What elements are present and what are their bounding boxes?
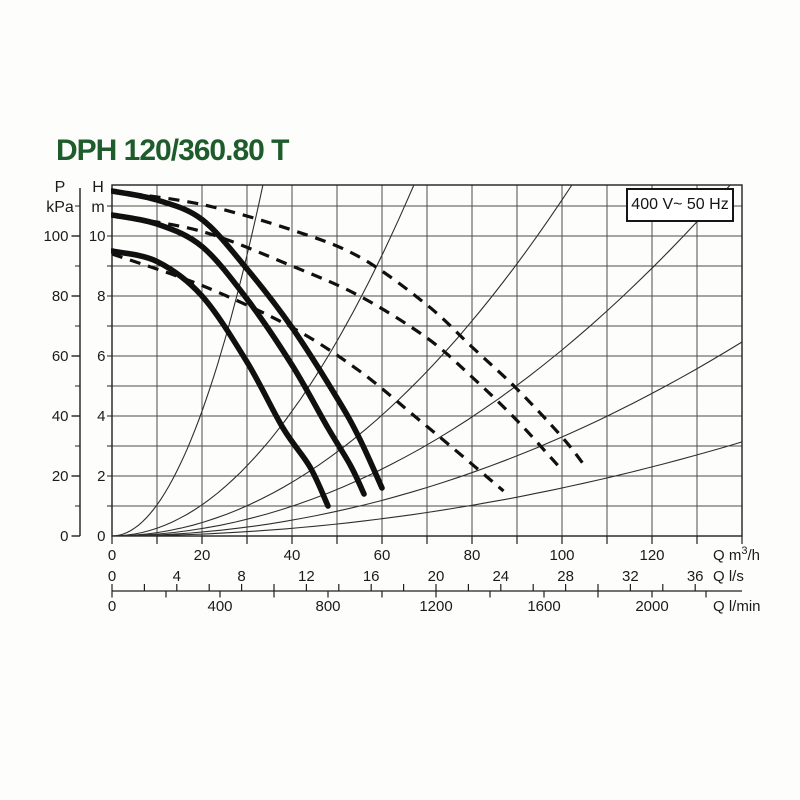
system-curve-6 — [111, 441, 743, 537]
flow-lmin-tick-label: 1200 — [419, 598, 452, 615]
pump-speed-2 — [111, 212, 367, 497]
pressure-axis-title: P — [55, 179, 66, 196]
pump-speed-1 — [111, 248, 331, 509]
parallel-speed-3 — [111, 189, 586, 467]
pressure-tick-label: 0 — [60, 528, 68, 545]
flow-m3h-tick-label: 0 — [108, 547, 116, 564]
voltage-frequency-badge: 400 V~ 50 Hz — [626, 188, 734, 222]
head-tick-label: 6 — [97, 348, 105, 365]
axes — [71, 184, 743, 598]
flow-lmin-tick-label: 800 — [315, 598, 340, 615]
flow-lmin-tick-label: 2000 — [635, 598, 668, 615]
system-curve-5 — [111, 341, 743, 537]
pressure-tick-label: 100 — [43, 228, 68, 245]
flow-ls-tick-label: 8 — [237, 568, 245, 585]
pump-speed-3 — [111, 188, 385, 491]
parallel-speed-1 — [111, 252, 505, 493]
flow-ls-unit-label: Q l/s — [713, 568, 744, 585]
head-axis-title: H — [92, 179, 104, 196]
flow-ls-tick-label: 36 — [687, 568, 704, 585]
pressure-tick-label: 80 — [52, 288, 69, 305]
pressure-tick-label: 60 — [52, 348, 69, 365]
pump-curves — [111, 188, 385, 509]
page-title: DPH 120/360.80 T — [56, 134, 289, 167]
head-tick-label: 4 — [97, 408, 105, 425]
pressure-tick-label: 40 — [52, 408, 69, 425]
system-curve-4 — [111, 184, 731, 537]
grid — [107, 185, 742, 536]
flow-ls-tick-label: 28 — [557, 568, 574, 585]
system-curve-1 — [111, 184, 264, 537]
parallel-pump-curves — [111, 189, 586, 493]
flow-m3h-tick-label: 20 — [194, 547, 211, 564]
flow-ls-tick-label: 16 — [363, 568, 380, 585]
flow-ls-tick-label: 0 — [108, 568, 116, 585]
pressure-axis-unit: kPa — [46, 199, 74, 216]
flow-m3h-unit-label: Q m3/h — [713, 545, 760, 564]
head-tick-label: 10 — [89, 228, 106, 245]
head-tick-label: 2 — [97, 468, 105, 485]
pressure-tick-label: 20 — [52, 468, 69, 485]
flow-ls-tick-label: 20 — [428, 568, 445, 585]
flow-ls-tick-label: 12 — [298, 568, 315, 585]
flow-m3h-tick-label: 60 — [374, 547, 391, 564]
flow-lmin-unit-label: Q l/min — [713, 598, 761, 615]
system-curve-2 — [111, 184, 415, 537]
head-tick-label: 0 — [97, 528, 105, 545]
flow-lmin-tick-label: 1600 — [527, 598, 560, 615]
system-curve-3 — [111, 184, 573, 537]
flow-m3h-tick-label: 120 — [639, 547, 664, 564]
flow-m3h-tick-label: 80 — [464, 547, 481, 564]
flow-ls-tick-label: 24 — [492, 568, 509, 585]
flow-ls-tick-label: 32 — [622, 568, 639, 585]
head-axis-unit: m — [91, 199, 104, 216]
system-curves — [111, 184, 743, 537]
head-tick-label: 8 — [97, 288, 105, 305]
flow-m3h-tick-label: 100 — [549, 547, 574, 564]
parallel-speed-2 — [111, 213, 564, 472]
flow-m3h-tick-label: 40 — [284, 547, 301, 564]
flow-lmin-tick-label: 400 — [207, 598, 232, 615]
flow-ls-tick-label: 4 — [173, 568, 181, 585]
flow-lmin-tick-label: 0 — [108, 598, 116, 615]
